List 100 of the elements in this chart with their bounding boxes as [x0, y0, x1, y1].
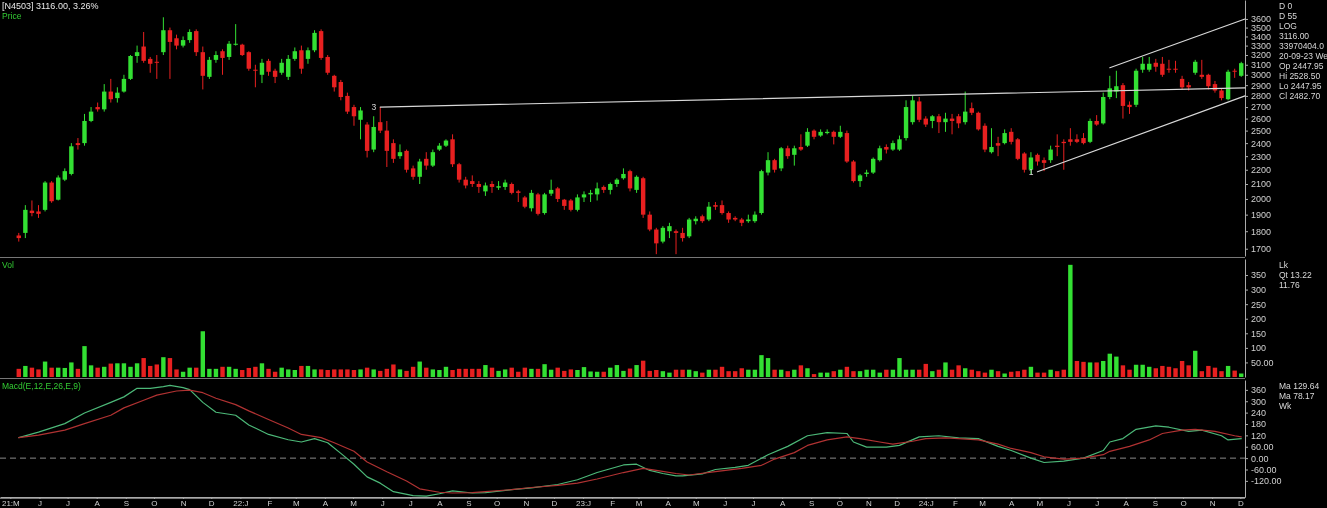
x-tick-label: A — [437, 499, 444, 508]
bar — [963, 368, 968, 377]
bar — [167, 358, 173, 377]
x-tick-label: M — [979, 499, 987, 508]
y-tick-label: 2700 — [1251, 102, 1272, 113]
text: D 55 — [1279, 11, 1298, 21]
bar — [1173, 368, 1178, 377]
x-tick-label: N — [180, 499, 187, 508]
x-tick-label: D — [894, 499, 901, 508]
text: Lk — [1279, 260, 1289, 270]
text: Wk — [1279, 401, 1293, 411]
y-tick-label: 1900 — [1251, 210, 1272, 221]
candlestick — [299, 45, 304, 75]
y-tick-label: 0.00 — [1251, 453, 1269, 464]
bar — [568, 369, 574, 377]
bar — [338, 369, 344, 377]
y-tick-label: 2500 — [1251, 126, 1272, 136]
candlestick — [792, 145, 797, 167]
candlestick — [207, 56, 212, 80]
candlestick — [1166, 59, 1172, 74]
bar — [1002, 373, 1007, 377]
candlestick — [154, 54, 159, 80]
candlestick — [1041, 156, 1047, 172]
bar — [746, 369, 751, 377]
candlestick — [397, 143, 403, 160]
bar — [233, 368, 238, 377]
bar — [174, 369, 179, 377]
bar — [930, 371, 935, 377]
y-tick-label: 1700 — [1251, 244, 1272, 255]
bar — [351, 370, 357, 377]
annotation: 1 — [1028, 166, 1034, 177]
y-tick-label: 180 — [1251, 419, 1267, 430]
text: Op 2447.95 — [1279, 61, 1324, 71]
bar — [207, 368, 212, 377]
bar — [1068, 264, 1073, 377]
candlestick — [404, 149, 409, 174]
candlestick — [594, 182, 600, 201]
bar — [246, 367, 252, 377]
bar — [253, 366, 258, 377]
x-tick-label: F — [610, 499, 616, 508]
candlestick — [371, 115, 376, 153]
y-tick-label: 2400 — [1251, 138, 1272, 149]
y-tick-label: 200 — [1251, 314, 1267, 325]
bar — [36, 369, 41, 377]
bar — [792, 369, 797, 377]
y-tick-label: 3500 — [1251, 22, 1272, 33]
x-tick-label: S — [1152, 499, 1159, 508]
candlestick — [56, 174, 61, 201]
bar — [292, 370, 298, 377]
bar — [187, 367, 192, 377]
candlestick — [798, 133, 804, 152]
y-tick-label: 250 — [1251, 299, 1267, 310]
bar — [318, 369, 324, 377]
candlestick — [1087, 118, 1093, 144]
bar — [49, 367, 54, 377]
candlestick — [765, 151, 771, 176]
candlestick — [161, 16, 166, 56]
candlestick — [286, 54, 291, 81]
x-tick-label: O — [1180, 499, 1187, 508]
bar — [1022, 369, 1027, 377]
bar — [325, 370, 330, 377]
candlestick — [982, 122, 988, 153]
x-tick-label: S — [809, 499, 815, 508]
bar — [62, 367, 67, 377]
bar — [1153, 368, 1158, 377]
y-tick-label: 2000 — [1251, 194, 1272, 205]
candlestick — [936, 113, 942, 134]
candlestick — [1173, 60, 1178, 74]
x-tick-label: M — [350, 499, 358, 508]
bar — [995, 371, 1001, 377]
bar — [818, 372, 823, 377]
candlestick — [246, 50, 252, 72]
y-tick-label: 350 — [1251, 270, 1267, 281]
candlestick — [805, 127, 810, 148]
bar — [23, 365, 28, 377]
bar — [200, 331, 206, 377]
bar — [1094, 362, 1099, 377]
candlestick — [976, 111, 981, 132]
y-tick-label: 2200 — [1251, 165, 1272, 176]
bar — [397, 369, 403, 377]
candlestick — [391, 138, 396, 164]
candlestick — [325, 54, 330, 76]
candlestick — [456, 162, 462, 184]
candlestick — [194, 28, 199, 57]
candlestick — [1015, 137, 1020, 161]
x-tick-label: F — [267, 499, 273, 508]
bar — [483, 365, 488, 377]
candlestick — [180, 35, 186, 48]
x-tick-label: A — [1123, 499, 1130, 508]
bar — [450, 370, 455, 377]
bar — [798, 365, 804, 377]
candlestick — [910, 95, 915, 126]
bar — [115, 363, 120, 377]
bar — [838, 369, 843, 377]
bar — [693, 371, 698, 377]
text: Cl 2482.70 — [1279, 91, 1321, 101]
candlestick — [128, 54, 133, 81]
bar — [831, 371, 836, 377]
candlestick — [220, 48, 225, 76]
bar — [732, 371, 738, 377]
